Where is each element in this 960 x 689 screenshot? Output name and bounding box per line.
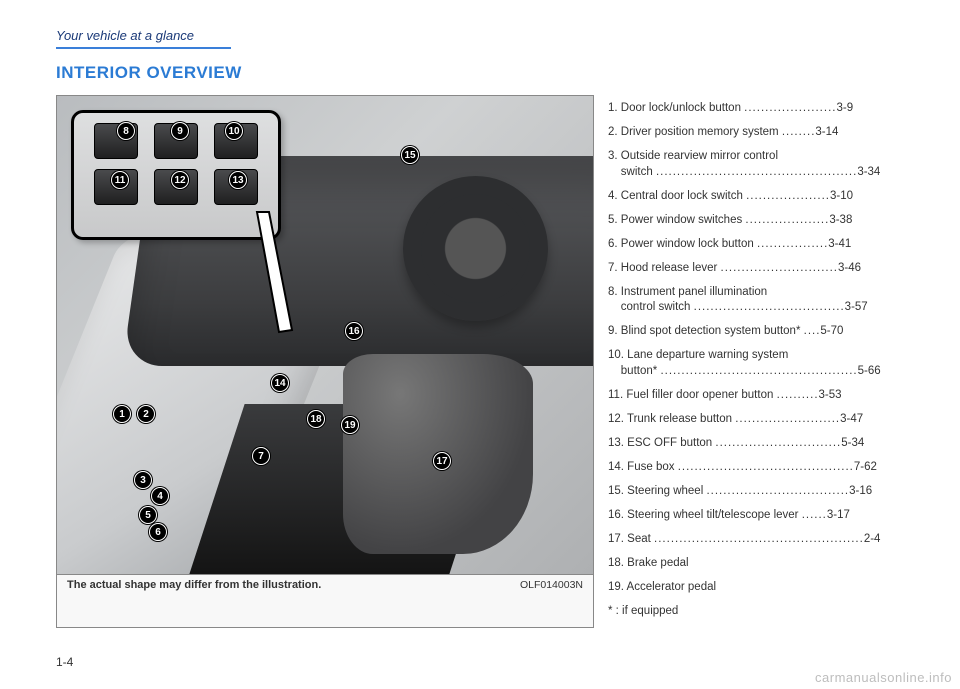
list-item: 16. Steering wheel tilt/telescope lever … — [608, 508, 904, 524]
callout-8: 8 — [117, 122, 135, 140]
figure-caption: The actual shape may differ from the ill… — [67, 579, 321, 591]
illustration-steering-wheel — [403, 176, 548, 321]
list-item: 14. Fuse box ...........................… — [608, 460, 904, 476]
callout-2: 2 — [137, 405, 155, 423]
figure-box: 12345678910111213141516171819 The actual… — [56, 95, 594, 628]
figure-canvas: 12345678910111213141516171819 — [57, 96, 593, 574]
list-item: 9. Blind spot detection system button* .… — [608, 324, 904, 340]
list-item: 18. Brake pedal — [608, 556, 904, 572]
list-item: 13. ESC OFF button .....................… — [608, 436, 904, 452]
watermark: carmanualsonline.info — [815, 670, 952, 685]
callout-17: 17 — [433, 452, 451, 470]
page-number: 1-4 — [56, 655, 73, 669]
callout-9: 9 — [171, 122, 189, 140]
callout-13: 13 — [229, 171, 247, 189]
callout-4: 4 — [151, 487, 169, 505]
list-item: 15. Steering wheel .....................… — [608, 484, 904, 500]
list-item: 19. Accelerator pedal — [608, 580, 904, 596]
feature-list: 1. Door lock/unlock button .............… — [608, 95, 904, 628]
list-item: 8. Instrument panel illumination control… — [608, 285, 904, 316]
section-title: INTERIOR OVERVIEW — [56, 63, 904, 83]
list-item: 3. Outside rearview mirror control switc… — [608, 149, 904, 180]
footnote: * : if equipped — [608, 604, 904, 620]
chapter-title: Your vehicle at a glance — [56, 28, 904, 45]
callout-10: 10 — [225, 122, 243, 140]
list-item: 12. Trunk release button ...............… — [608, 412, 904, 428]
callout-19: 19 — [341, 416, 359, 434]
list-item: 2. Driver position memory system .......… — [608, 125, 904, 141]
list-item: 11. Fuel filler door opener button .....… — [608, 388, 904, 404]
list-item: 5. Power window switches ...............… — [608, 213, 904, 229]
list-item: 7. Hood release lever ..................… — [608, 261, 904, 277]
list-item: 17. Seat ...............................… — [608, 532, 904, 548]
list-item: 10. Lane departure warning system button… — [608, 348, 904, 379]
callout-12: 12 — [171, 171, 189, 189]
callout-7: 7 — [252, 447, 270, 465]
callout-15: 15 — [401, 146, 419, 164]
callout-18: 18 — [307, 410, 325, 428]
list-item: 6. Power window lock button ............… — [608, 237, 904, 253]
chapter-underline — [56, 47, 231, 49]
callout-3: 3 — [134, 471, 152, 489]
callout-11: 11 — [111, 171, 129, 189]
callout-5: 5 — [139, 506, 157, 524]
figure-code: OLF014003N — [520, 579, 583, 591]
inset-leader-line — [257, 212, 317, 312]
callout-16: 16 — [345, 322, 363, 340]
callout-1: 1 — [113, 405, 131, 423]
list-item: 1. Door lock/unlock button .............… — [608, 101, 904, 117]
callout-14: 14 — [271, 374, 289, 392]
list-item: 4. Central door lock switch ............… — [608, 189, 904, 205]
callout-6: 6 — [149, 523, 167, 541]
